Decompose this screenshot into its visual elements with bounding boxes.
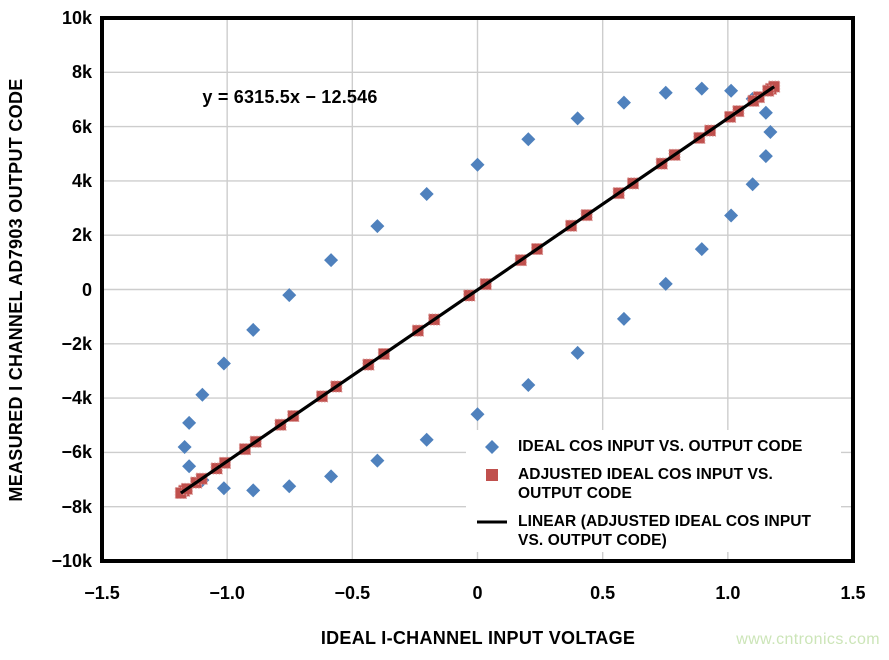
- y-axis-title: MEASURED I CHANNEL AD7903 OUTPUT CODE: [6, 78, 26, 502]
- x-axis-title: IDEAL I-CHANNEL INPUT VOLTAGE: [320, 628, 636, 648]
- x-tick-label: 0: [472, 583, 483, 603]
- diamond-marker: [763, 125, 778, 140]
- diamond-marker: [694, 242, 709, 257]
- x-tick-label: −0.5: [334, 583, 371, 603]
- diamond-marker: [195, 387, 210, 402]
- diamond-marker: [521, 132, 536, 147]
- y-tick-label: 2k: [71, 225, 92, 246]
- x-tick-label: 0.5: [590, 583, 616, 603]
- y-tick-label: −2k: [61, 333, 92, 354]
- legend: IDEAL COS INPUT VS. OUTPUT CODE ADJUSTED …: [466, 430, 841, 552]
- legend-item: IDEAL COS INPUT VS. OUTPUT CODE: [466, 437, 841, 456]
- y-tick-label: 10k: [61, 8, 92, 28]
- legend-item-label: IDEAL COS INPUT VS. OUTPUT CODE: [518, 438, 803, 455]
- diamond-marker: [282, 288, 297, 303]
- trend-line: [179, 85, 776, 495]
- diamond-marker: [419, 186, 434, 201]
- diamond-marker: [616, 311, 631, 326]
- diamond-marker: [616, 95, 631, 110]
- y-tick-label: 8k: [71, 62, 92, 83]
- diamond-marker: [182, 415, 197, 430]
- diamond-marker: [246, 483, 261, 498]
- diamond-marker: [370, 453, 385, 468]
- diamond-marker: [570, 111, 585, 126]
- diamond-legend-icon: [476, 437, 508, 456]
- diamond-marker: [724, 208, 739, 223]
- diamond-marker: [177, 439, 192, 454]
- legend-item-label: LINEAR (ADJUSTED IDEAL COS INPUT VS. OUTP…: [518, 513, 812, 549]
- diamond-marker: [324, 469, 339, 484]
- diamond-marker: [370, 219, 385, 234]
- legend-item-label: ADJUSTED IDEAL COS INPUT VS. OUTPUT CODE: [518, 466, 773, 502]
- y-tick-label: −10k: [51, 551, 92, 571]
- y-tick-label: −6k: [61, 442, 92, 463]
- diamond-marker: [758, 149, 773, 164]
- legend-item: ADJUSTED IDEAL COS INPUT VS. OUTPUT CODE: [466, 465, 841, 503]
- diamond-marker: [282, 479, 297, 494]
- watermark: www.cntronics.com: [736, 631, 880, 648]
- line-legend-icon: [476, 512, 508, 531]
- y-tick-label: −4k: [61, 388, 92, 409]
- x-tick-label: −1.0: [209, 583, 245, 603]
- diamond-icon: [485, 439, 499, 454]
- diamond-marker: [470, 157, 485, 172]
- y-tick-label: 0: [81, 279, 92, 300]
- legend-item: LINEAR (ADJUSTED IDEAL COS INPUT VS. OUTP…: [466, 512, 841, 550]
- x-tick-label: −1.5: [84, 583, 120, 603]
- diamond-marker: [419, 432, 434, 447]
- line-icon: [477, 520, 507, 523]
- diamond-marker: [745, 177, 760, 192]
- y-tick-label: 4k: [71, 170, 92, 191]
- diamond-marker: [470, 407, 485, 422]
- diamond-marker: [724, 83, 739, 98]
- diamond-marker: [324, 253, 339, 268]
- plot-border: [100, 16, 855, 563]
- diamond-marker: [694, 81, 709, 96]
- square-legend-icon: [476, 465, 508, 484]
- diamond-marker: [182, 459, 197, 474]
- diamond-marker: [216, 481, 231, 496]
- square-icon: [486, 468, 498, 481]
- x-tick-label: 1.5: [840, 583, 866, 603]
- trendline-equation: y = 6315.5x − 12.546: [202, 87, 378, 107]
- y-tick-label: −8k: [61, 496, 92, 517]
- y-tick-label: 6k: [71, 116, 92, 137]
- diamond-marker: [658, 276, 673, 291]
- diamond-marker: [658, 85, 673, 100]
- diamond-marker: [216, 356, 231, 371]
- diamond-marker: [758, 105, 773, 120]
- diamond-marker: [246, 322, 261, 337]
- diamond-marker: [521, 378, 536, 393]
- diamond-marker: [570, 345, 585, 360]
- x-tick-label: 1.0: [715, 583, 741, 603]
